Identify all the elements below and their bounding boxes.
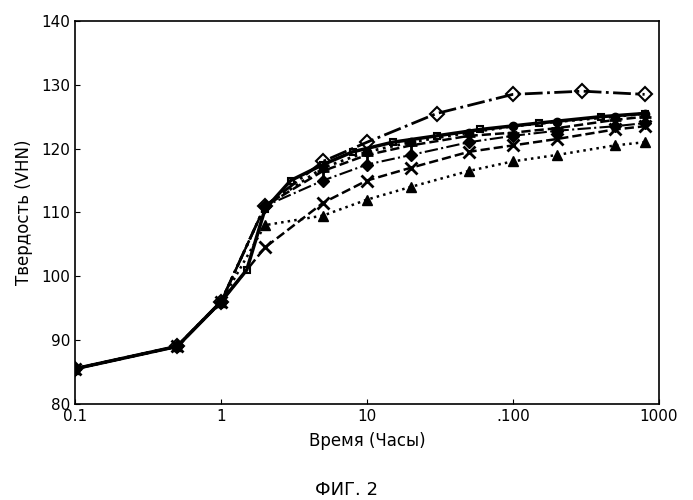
X-axis label: Время (Часы): Время (Часы): [308, 432, 426, 450]
Y-axis label: Твердость (VHN): Твердость (VHN): [15, 140, 33, 285]
Text: ФИГ. 2: ФИГ. 2: [315, 481, 378, 499]
